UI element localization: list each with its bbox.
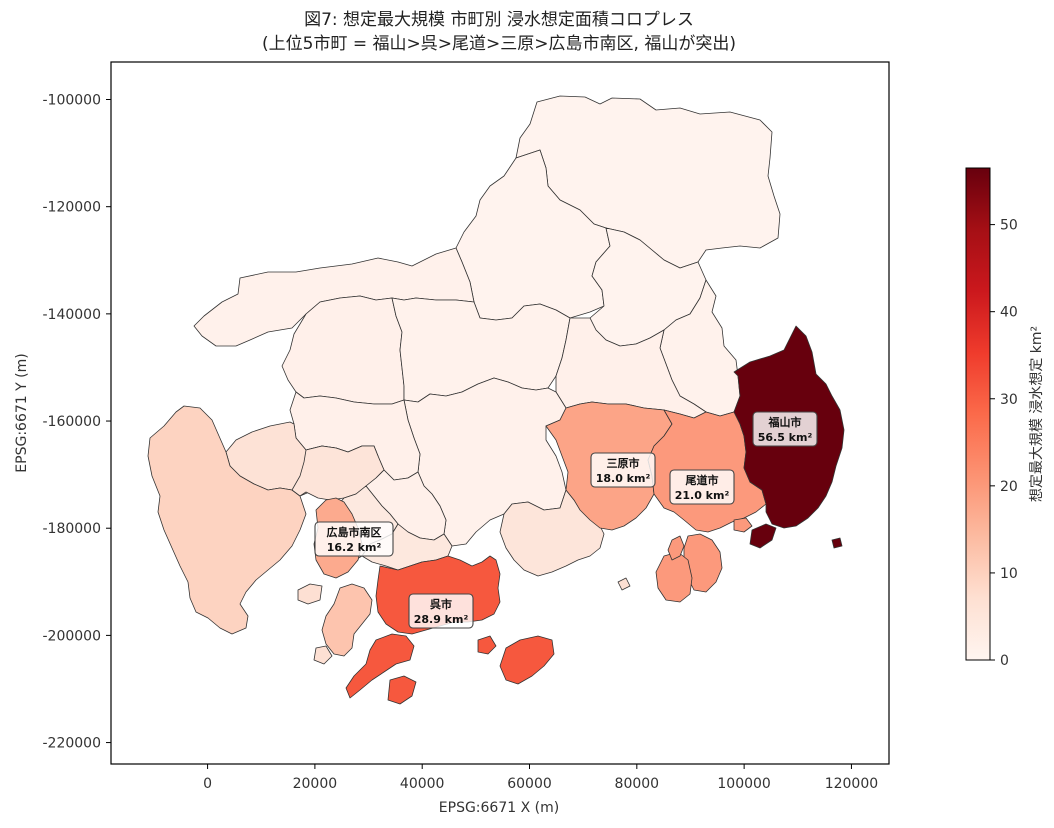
map-area [147,95,845,705]
y-axis-label: EPSG:6671 Y (m) [14,353,30,472]
onomichi-island-c [667,535,685,561]
label-hiroshima-minami-value: 16.2 km² [327,541,382,554]
y-tick-label: -100000 [43,93,102,109]
island-small-a [313,645,333,665]
island-small-c [617,577,631,591]
municipality-west-a [147,405,307,635]
y-tick-label: -160000 [43,414,102,430]
colorbar-tick-label: 20 [1000,479,1018,495]
y-tick-label: -140000 [43,307,102,323]
label-fukuyama-name: 福山市 [768,415,802,429]
x-axis-label: EPSG:6671 X (m) [439,800,559,816]
y-tick-label: -180000 [43,521,102,537]
y-axis-ticks: -100000 -120000 -140000 -160000 -180000 -2000… [43,93,111,752]
x-tick-label: 20000 [293,776,338,792]
kure-island-b [387,675,417,705]
x-tick-label: 40000 [400,776,445,792]
colorbar-tick-label: 40 [1000,305,1018,321]
label-fukuyama: 福山市 56.5 km² [752,411,818,447]
kure-island-c [499,635,555,685]
y-tick-label: -200000 [43,628,102,644]
island-small-b [297,583,323,605]
label-onomichi: 尾道市 21.0 km² [669,469,735,505]
kure-island-a [345,633,415,699]
colorbar-tick-label: 0 [1000,653,1009,669]
label-onomichi-value: 21.0 km² [675,489,730,502]
colorbar-tick-label: 30 [1000,392,1018,408]
y-tick-label: -120000 [43,200,102,216]
x-tick-label: 60000 [507,776,552,792]
label-onomichi-name: 尾道市 [685,473,719,487]
x-tick-label: 0 [203,776,212,792]
label-fukuyama-value: 56.5 km² [758,431,813,444]
label-mihara: 三原市 18.0 km² [590,452,656,488]
x-tick-label: 80000 [615,776,660,792]
onomichi-island-d [733,517,753,533]
kure-island-d [477,635,497,655]
chart-subtitle: (上位5市町 = 福山>呉>尾道>三原>広島市南区, 福山が突出) [262,34,736,54]
municipality-south-central [499,489,605,577]
colorbar-tick-label: 50 [1000,218,1018,234]
label-kure: 呉市 28.9 km² [408,593,474,629]
onomichi-island-b [655,551,693,603]
x-axis-ticks: 0 20000 40000 60000 80000 100000 120000 [203,764,878,792]
label-kure-value: 28.9 km² [414,613,469,626]
colorbar-label: 想定最大規模 浸水想定 km² [1029,326,1045,502]
chart-title: 図7: 想定最大規模 市町別 浸水想定面積コロプレス [304,10,694,30]
label-mihara-name: 三原市 [607,456,640,470]
municipality-etajima [321,583,373,657]
colorbar-tick-label: 10 [1000,566,1018,582]
label-hiroshima-minami: 広島市南区 16.2 km² [314,521,394,557]
fukuyama-islet [831,537,843,549]
label-hiroshima-minami-name: 広島市南区 [327,525,382,539]
colorbar-gradient [965,167,991,661]
y-tick-label: -220000 [43,736,102,752]
fukuyama-island [749,523,777,549]
map-frame [110,61,890,765]
x-tick-label: 100000 [717,776,770,792]
label-mihara-value: 18.0 km² [596,472,651,485]
label-kure-name: 呉市 [430,597,452,611]
x-tick-label: 120000 [825,776,878,792]
colorbar-ticks: 0 10 20 30 40 50 [990,218,1018,669]
colorbar: 0 10 20 30 40 50 想定最大規模 浸水想定 km² [965,167,1045,669]
